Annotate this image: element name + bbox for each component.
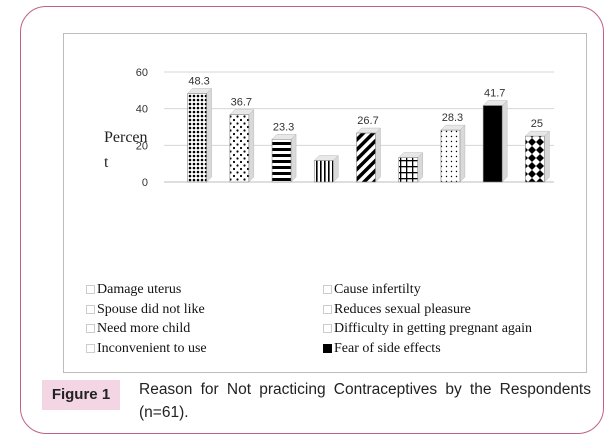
- legend-label: Need more child: [97, 321, 191, 336]
- legend-swatch: [323, 304, 332, 314]
- legend-label: Fear of side effects: [334, 340, 441, 356]
- legend-swatch: [86, 304, 95, 314]
- bar-side: [206, 87, 212, 183]
- legend-label: Damage uterus: [97, 282, 182, 297]
- bar-front: [313, 160, 334, 183]
- bar-7: [440, 124, 466, 183]
- legend-swatch: [323, 343, 332, 353]
- bar-front: [356, 132, 376, 183]
- legend-label: Inconvenient to use: [97, 340, 207, 356]
- legend-item: Need more child: [86, 321, 190, 337]
- bar-3: [271, 133, 297, 183]
- data-label-7: 28.3: [442, 112, 463, 124]
- legend-label: Spouse did not like: [97, 301, 205, 317]
- bar-side: [544, 130, 550, 183]
- legend-item: Cause infertilty: [323, 282, 421, 298]
- bar-side: [459, 124, 466, 183]
- legend-swatch: [323, 285, 332, 294]
- chart-area: 0 20 40 60 Percen t 48.3 36.7 23.3 26.7 28.3 41.7 25: [63, 33, 587, 373]
- bar-front: [229, 114, 250, 183]
- legend-item: Damage uterus: [86, 282, 181, 298]
- legend-label: Reduces sexual pleasure: [334, 301, 471, 317]
- bar-chart: 0 20 40 60 Percen t 48.3 36.7 23.3 26.7 28.3 41.7 25: [104, 67, 554, 189]
- legend-swatch: [86, 343, 95, 353]
- legend-swatch: [323, 324, 332, 333]
- figure-frame: [20, 6, 604, 434]
- bar-side: [290, 133, 297, 183]
- y-tick-label: 20: [136, 140, 148, 152]
- y-tick-label: 0: [142, 177, 148, 189]
- legend-item: Inconvenient to use: [86, 341, 207, 357]
- legend-item: Difficulty in getting pregnant again: [323, 321, 532, 337]
- data-label-5: 26.7: [357, 115, 378, 127]
- legend-item: Reduces sexual pleasure: [323, 302, 471, 318]
- bar-5: [355, 127, 382, 183]
- bar-1: [187, 87, 213, 183]
- data-label-1: 48.3: [188, 75, 209, 87]
- bar-front: [187, 93, 207, 183]
- data-label-9: 25: [531, 118, 543, 130]
- data-label-3: 23.3: [273, 121, 294, 133]
- legend-label: Difficulty in getting pregnant again: [334, 321, 533, 336]
- legend-swatch: [86, 324, 95, 333]
- legend-item: Fear of side effects: [323, 341, 441, 357]
- figure-caption: Reason for Not practicing Contraceptives…: [139, 381, 591, 421]
- data-label-8: 41.7: [484, 88, 505, 100]
- bar-8: [482, 99, 508, 183]
- bar-front: [525, 135, 545, 183]
- bar-4: [313, 154, 339, 183]
- legend-item: Spouse did not like: [86, 302, 205, 318]
- bar-9: [524, 130, 550, 183]
- y-axis-label-cont: t: [104, 154, 109, 171]
- data-label-2: 36.7: [231, 97, 252, 109]
- bar-6: [398, 152, 424, 183]
- bar-front: [271, 138, 292, 183]
- y-tick-label: 60: [136, 67, 148, 79]
- legend-label: Cause infertilty: [334, 282, 421, 297]
- y-tick-label: 40: [136, 104, 148, 116]
- bar-front: [482, 105, 503, 183]
- bar-side: [501, 99, 508, 183]
- bar-side: [375, 127, 381, 183]
- figure-label: Figure 1: [42, 380, 120, 410]
- bar-front: [398, 157, 419, 183]
- y-axis-label: Percen: [104, 129, 148, 146]
- legend-swatch: [86, 285, 95, 294]
- bar-front: [440, 129, 461, 183]
- bar-side: [248, 109, 255, 183]
- bar-2: [229, 109, 255, 183]
